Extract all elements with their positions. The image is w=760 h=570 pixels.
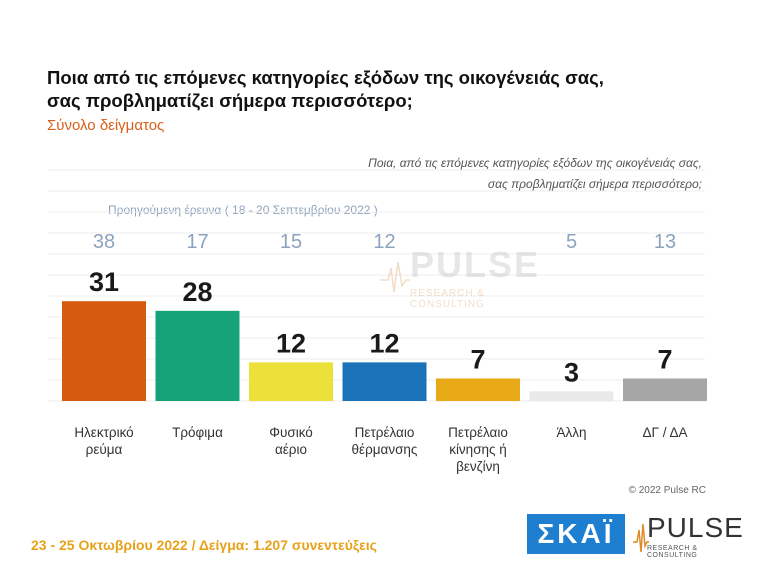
bar: [62, 301, 146, 401]
category-label: αέριο: [275, 442, 307, 457]
pulse-watermark: PULSE RESEARCH & CONSULTING: [380, 240, 560, 310]
title-line-1: Ποια από τις επόμενες κατηγορίες εξόδων …: [47, 67, 604, 88]
category-label: ΔΓ / ΔΑ: [643, 425, 688, 440]
category-label: Πετρέλαιο: [448, 425, 508, 440]
bar-value-label: 7: [470, 344, 485, 374]
bar: [623, 378, 707, 401]
watermark-sub: RESEARCH & CONSULTING: [410, 288, 486, 310]
bar: [342, 362, 427, 401]
question-line-2: σας προβληματίζει σήμερα περισσότερο;: [487, 177, 702, 191]
skai-logo: ΣΚΑΪ: [527, 514, 625, 554]
title-line-2: σας προβληματίζει σήμερα περισσότερο;: [47, 90, 413, 111]
survey-footer: 23 - 25 Οκτωβρίου 2022 / Δείγμα: 1.207 σ…: [31, 537, 377, 553]
previous-value-label: 15: [280, 231, 302, 253]
question-line-1: Ποια, από τις επόμενες κατηγορίες εξόδων…: [368, 156, 702, 170]
category-label: κίνησης ή: [449, 442, 507, 457]
pulse-logo-name: PULSE: [647, 512, 744, 543]
watermark-name: PULSE: [410, 244, 541, 285]
copyright-credit: © 2022 Pulse RC: [628, 485, 706, 496]
pulse-wave-icon: [633, 523, 649, 553]
category-label: θέρμανσης: [352, 442, 418, 457]
category-label: Πετρέλαιο: [355, 425, 415, 440]
category-label: Ηλεκτρικό: [74, 425, 133, 440]
category-label: Τρόφιμα: [172, 425, 223, 440]
pulse-logo-sub: RESEARCH & CONSULTING: [647, 545, 698, 559]
bar: [155, 310, 240, 401]
pulse-logo: PULSE RESEARCH & CONSULTING: [633, 512, 745, 559]
bar: [529, 391, 614, 401]
bar: [249, 362, 333, 401]
category-label: Φυσικό: [269, 425, 313, 440]
bar-value-label: 28: [182, 277, 212, 307]
bar-value-label: 12: [276, 328, 306, 358]
category-label: ρεύμα: [86, 442, 123, 457]
previous-value-label: 13: [654, 231, 676, 253]
previous-value-label: 38: [93, 231, 115, 253]
previous-value-label: 5: [566, 231, 577, 253]
chart-subtitle: Σύνολο δείγματος: [47, 117, 165, 134]
bar-value-label: 12: [369, 328, 399, 358]
question-text: Ποια, από τις επόμενες κατηγορίες εξόδων…: [282, 153, 702, 195]
bar-value-label: 3: [564, 357, 579, 387]
bar: [436, 378, 520, 401]
bar-value-label: 31: [89, 267, 119, 297]
chart-title: Ποια από τις επόμενες κατηγορίες εξόδων …: [47, 66, 687, 112]
category-label: βενζίνη: [456, 459, 500, 474]
previous-survey-label: Προηγούμενη έρευνα ( 18 - 20 Σεπτεμβρίου…: [108, 203, 378, 217]
previous-value-label: 12: [373, 231, 395, 253]
wave-icon: [380, 261, 410, 293]
bar-value-label: 7: [657, 344, 672, 374]
previous-value-label: 17: [186, 231, 208, 253]
category-label: Άλλη: [556, 425, 586, 440]
